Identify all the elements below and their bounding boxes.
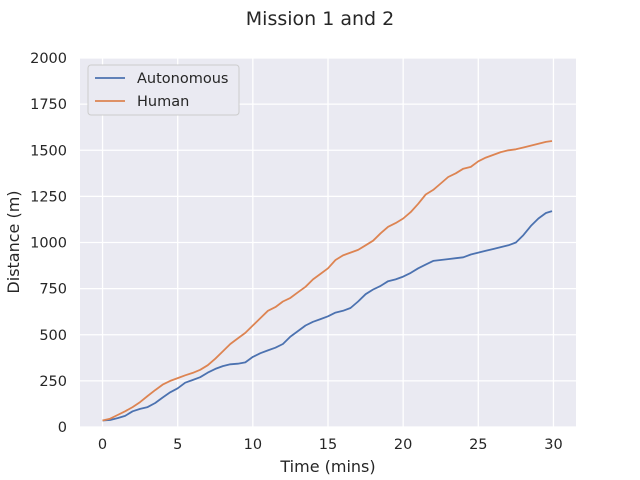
x-tick-label: 25 <box>469 437 487 453</box>
y-axis-label: Distance (m) <box>4 190 23 293</box>
x-axis-label: Time (mins) <box>279 457 375 476</box>
y-tick-label: 1750 <box>30 97 67 113</box>
x-tick-label: 15 <box>319 437 337 453</box>
x-tick-label: 5 <box>173 437 182 453</box>
x-tick-label: 30 <box>544 437 562 453</box>
y-axis-ticks: 0 250 500 750 1000 1250 1500 1750 2000 <box>30 51 67 436</box>
chart-title: Mission 1 and 2 <box>246 8 394 30</box>
x-tick-label: 20 <box>394 437 412 453</box>
grid-lines <box>80 57 576 428</box>
legend-entry: Autonomous <box>137 71 228 87</box>
legend-entry: Human <box>137 94 189 110</box>
y-tick-label: 1000 <box>30 236 67 252</box>
x-tick-label: 10 <box>244 437 262 453</box>
y-tick-label: 500 <box>39 328 67 344</box>
y-tick-label: 750 <box>39 282 67 298</box>
series-lines <box>102 140 553 422</box>
x-tick-label: 0 <box>98 437 107 453</box>
y-tick-label: 0 <box>58 420 67 436</box>
series-line-autonomous <box>102 210 553 422</box>
y-tick-label: 250 <box>39 374 67 390</box>
series-line-human <box>102 140 553 422</box>
legend-box <box>87 64 240 116</box>
legend: Autonomous Human <box>87 64 240 116</box>
y-tick-label: 1250 <box>30 189 67 205</box>
x-axis-ticks: 0 5 10 15 20 25 30 <box>98 437 563 453</box>
y-tick-label: 1500 <box>30 143 67 159</box>
y-tick-label: 2000 <box>30 51 67 67</box>
